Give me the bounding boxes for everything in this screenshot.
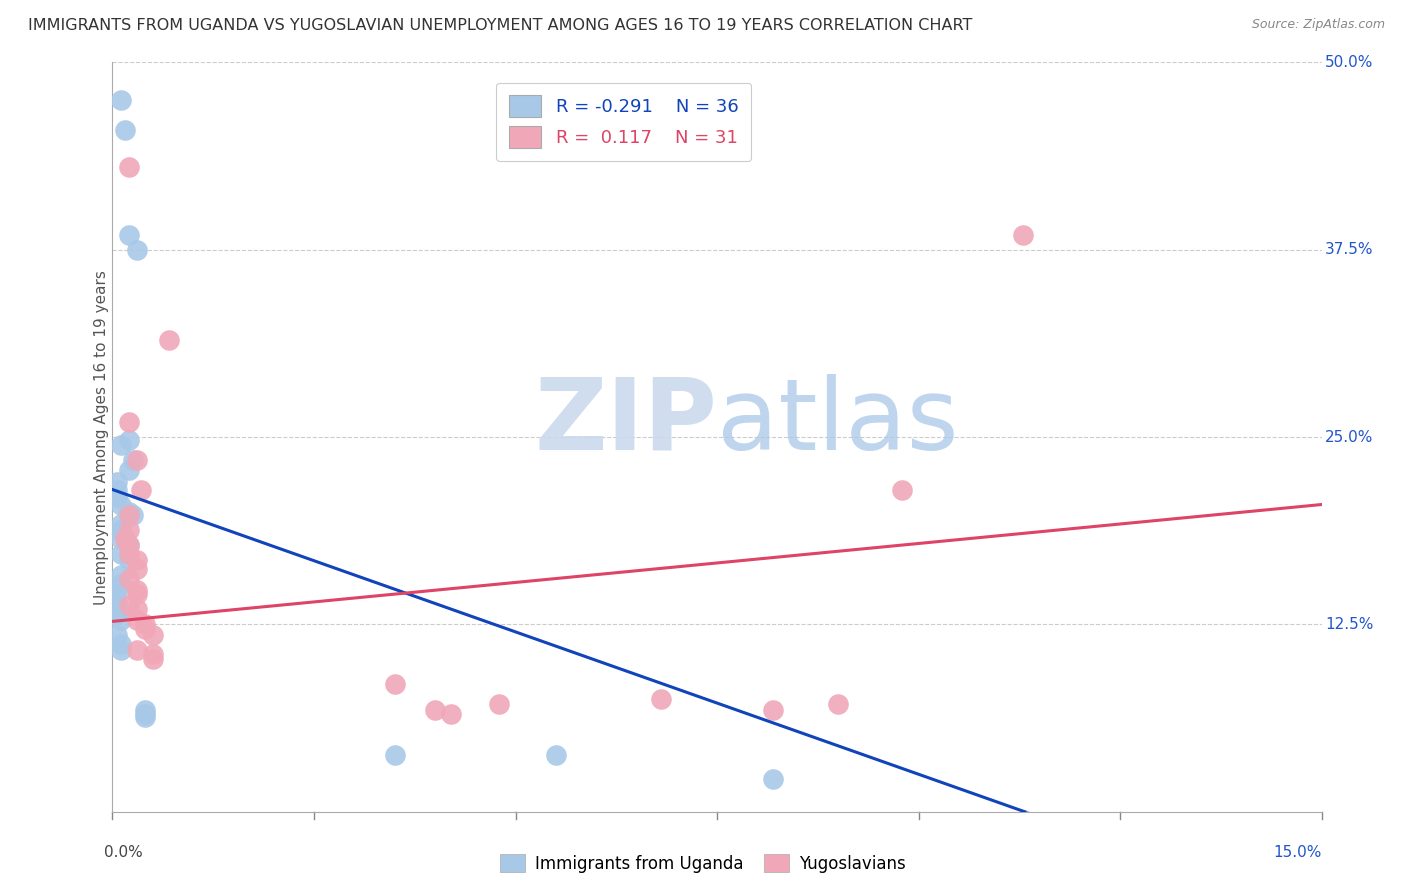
Point	[114, 532, 136, 546]
Point	[117, 573, 139, 587]
Point	[762, 772, 785, 786]
Point	[110, 532, 132, 546]
Point	[125, 602, 148, 616]
Y-axis label: Unemployment Among Ages 16 to 19 years: Unemployment Among Ages 16 to 19 years	[94, 269, 108, 605]
Point	[105, 598, 128, 612]
Point	[110, 637, 132, 651]
Point	[105, 490, 128, 504]
Point	[1012, 227, 1035, 242]
Point	[488, 697, 510, 711]
Point	[129, 483, 152, 497]
Point	[762, 703, 785, 717]
Point	[110, 547, 132, 561]
Point	[827, 697, 849, 711]
Point	[125, 582, 148, 597]
Point	[125, 613, 148, 627]
Point	[117, 433, 139, 447]
Point	[125, 562, 148, 576]
Point	[134, 622, 156, 636]
Point	[384, 747, 406, 762]
Point	[121, 508, 143, 522]
Point	[117, 538, 139, 552]
Point	[117, 505, 139, 519]
Legend: Immigrants from Uganda, Yugoslavians: Immigrants from Uganda, Yugoslavians	[494, 847, 912, 880]
Point	[134, 617, 156, 632]
Legend: R = -0.291    N = 36, R =  0.117    N = 31: R = -0.291 N = 36, R = 0.117 N = 31	[496, 83, 751, 161]
Point	[117, 227, 139, 242]
Point	[117, 415, 139, 429]
Point	[134, 710, 156, 724]
Point	[117, 598, 139, 612]
Point	[440, 707, 463, 722]
Text: 37.5%: 37.5%	[1326, 243, 1374, 257]
Text: IMMIGRANTS FROM UGANDA VS YUGOSLAVIAN UNEMPLOYMENT AMONG AGES 16 TO 19 YEARS COR: IMMIGRANTS FROM UGANDA VS YUGOSLAVIAN UN…	[28, 18, 973, 33]
Point	[110, 516, 132, 531]
Point	[110, 437, 132, 451]
Point	[110, 568, 132, 582]
Point	[650, 692, 672, 706]
Text: Source: ZipAtlas.com: Source: ZipAtlas.com	[1251, 18, 1385, 31]
Text: 15.0%: 15.0%	[1274, 845, 1322, 860]
Point	[110, 643, 132, 657]
Text: atlas: atlas	[717, 374, 959, 471]
Point	[157, 333, 180, 347]
Point	[142, 628, 165, 642]
Point	[142, 652, 165, 666]
Point	[544, 747, 567, 762]
Point	[105, 591, 128, 606]
Point	[105, 628, 128, 642]
Point	[105, 483, 128, 497]
Point	[117, 463, 139, 477]
Point	[134, 703, 156, 717]
Point	[125, 643, 148, 657]
Point	[110, 577, 132, 591]
Point	[105, 607, 128, 621]
Point	[105, 475, 128, 489]
Point	[891, 483, 914, 497]
Point	[117, 508, 139, 522]
Point	[134, 707, 156, 722]
Text: ZIP: ZIP	[534, 374, 717, 471]
Point	[105, 582, 128, 597]
Point	[125, 587, 148, 601]
Point	[384, 677, 406, 691]
Text: 50.0%: 50.0%	[1326, 55, 1374, 70]
Point	[110, 613, 132, 627]
Point	[423, 703, 446, 717]
Point	[125, 243, 148, 257]
Point	[117, 523, 139, 537]
Point	[125, 452, 148, 467]
Point	[110, 523, 132, 537]
Point	[117, 161, 139, 175]
Point	[117, 538, 139, 552]
Point	[114, 123, 136, 137]
Point	[110, 93, 132, 107]
Text: 25.0%: 25.0%	[1326, 430, 1374, 444]
Text: 12.5%: 12.5%	[1326, 617, 1374, 632]
Point	[110, 498, 132, 512]
Point	[117, 553, 139, 567]
Point	[125, 553, 148, 567]
Point	[117, 547, 139, 561]
Point	[121, 452, 143, 467]
Point	[142, 648, 165, 662]
Text: 0.0%: 0.0%	[104, 845, 143, 860]
